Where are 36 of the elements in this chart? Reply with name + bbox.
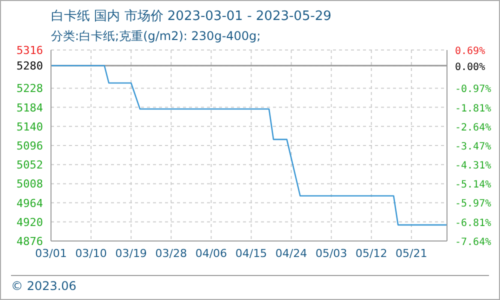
- y-tick-label: 5280: [16, 60, 43, 73]
- y-tick-label: 5096: [16, 140, 43, 152]
- y-tick-label: 5140: [16, 120, 43, 134]
- y2-tick-label: -5.97%: [455, 198, 492, 210]
- chart-title: 白卡纸 国内 市场价 2023-03-01 - 2023-05-29: [51, 8, 332, 25]
- text: © 2023.06: [11, 279, 76, 293]
- x-tick-label: 04/24: [275, 246, 308, 260]
- y-tick-label: 5228: [16, 82, 43, 96]
- y-tick-label: 4920: [16, 216, 43, 229]
- x-tick-label: 05/12: [356, 246, 388, 260]
- y2-tick-label: 0.69%: [455, 46, 486, 57]
- y2-tick-label: -4.31%: [455, 160, 492, 172]
- y2-tick-label: -3.47%: [455, 141, 492, 152]
- y2-tick-label: -2.64%: [455, 122, 492, 134]
- y2-tick-label: -7.64%: [455, 237, 492, 248]
- y2-tick-label: 0.00%: [455, 62, 486, 73]
- chart-subtitle: 分类:白卡纸;克重(g/m2): 230g-400g;: [51, 28, 261, 45]
- y-tick-label: 5008: [16, 178, 43, 191]
- x-tick-label: 05/03: [315, 246, 348, 260]
- x-tick-label: 05/21: [396, 246, 428, 260]
- x-tick-label: 03/01: [35, 246, 67, 260]
- y-tick-label: 4876: [16, 235, 43, 248]
- x-tick-label: 04/06: [195, 246, 228, 260]
- y-tick-label: 5052: [16, 158, 43, 172]
- y-tick-label: 4964: [16, 196, 44, 210]
- x-tick-label: 04/15: [235, 246, 268, 260]
- y-tick-label: 5184: [16, 101, 44, 114]
- y2-tick-label: -0.97%: [455, 84, 492, 96]
- x-tick-label: 03/28: [155, 246, 187, 260]
- x-tick-label: 03/10: [75, 246, 107, 260]
- y2-tick-label: -6.81%: [455, 218, 492, 229]
- y2-tick-label: -1.81%: [455, 103, 492, 114]
- y-tick-label: 5316: [16, 44, 43, 57]
- y2-tick-label: -5.14%: [455, 180, 492, 191]
- line-series: [51, 64, 447, 226]
- x-tick-label: 03/19: [115, 246, 147, 260]
